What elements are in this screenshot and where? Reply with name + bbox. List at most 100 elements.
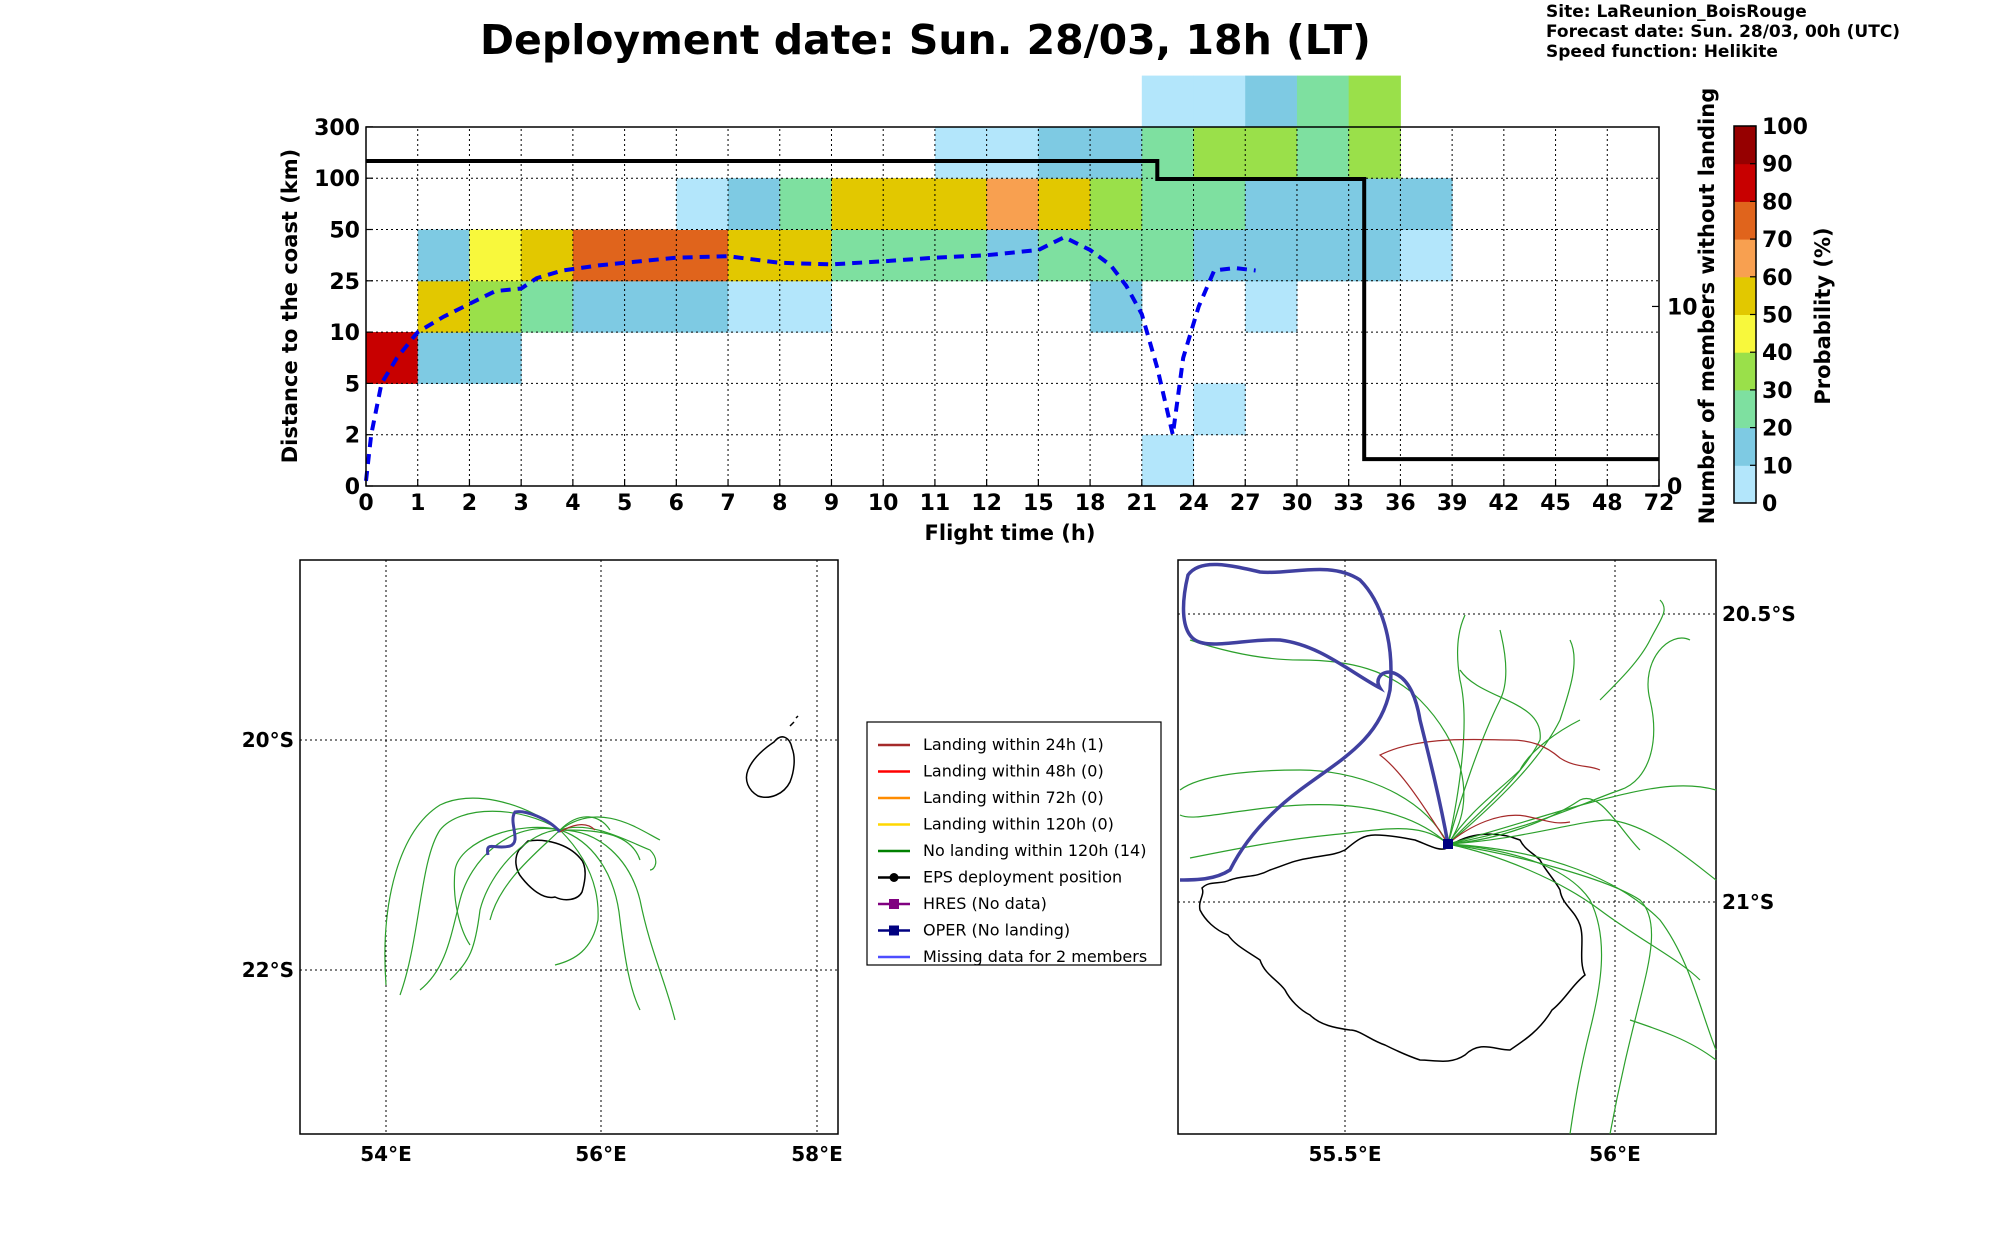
heatmap-cell xyxy=(986,126,1039,179)
y-tick-label: 50 xyxy=(329,219,360,244)
colorbar-tick-label: 20 xyxy=(1762,417,1793,442)
reunion-coastline-zoom xyxy=(1198,833,1586,1062)
x-tick-label: 3 xyxy=(514,491,529,516)
colorbar-tick-label: 40 xyxy=(1762,341,1793,366)
forecast-date-text: Forecast date: Sun. 28/03, 00h (UTC) xyxy=(1546,22,1901,42)
legend-label: Landing within 72h (0) xyxy=(923,788,1104,807)
heatmap-cell xyxy=(417,332,470,384)
map-overview-landing-track xyxy=(559,824,596,833)
heatmap-cell xyxy=(883,229,936,282)
legend-items: Landing within 24h (1) Landing within 48h… xyxy=(878,735,1147,966)
forecast-info: Site: LaReunion_BoisRouge Forecast date:… xyxy=(1546,2,1900,62)
colorbar-segment xyxy=(1734,276,1756,315)
map-overview-lon-tick: 58°E xyxy=(791,1142,843,1166)
colorbar-segment xyxy=(1734,201,1756,240)
map-overview-lat-tick: 20°S xyxy=(242,728,294,752)
x-tick-label: 10 xyxy=(868,491,899,516)
heatmap-cell xyxy=(1090,280,1143,333)
heatmap-cell xyxy=(831,229,884,282)
x-tick-label: 27 xyxy=(1230,491,1261,516)
heatmap-cell xyxy=(1400,178,1453,230)
x-tick-label: 36 xyxy=(1385,491,1416,516)
heatmap-cell xyxy=(1141,126,1195,179)
colorbar-tick-label: 30 xyxy=(1762,379,1793,404)
legend: Landing within 24h (1) Landing within 48h… xyxy=(866,721,1162,966)
heatmap-cell xyxy=(1296,178,1350,230)
heatmap-y2-ticks: 0 10 xyxy=(1652,295,1698,500)
colorbar-segment xyxy=(1734,314,1756,353)
map-zoom-lon-tick: 55.5°E xyxy=(1308,1142,1381,1166)
heatmap-cell xyxy=(1245,178,1298,230)
colorbar-segment xyxy=(1734,427,1756,466)
map-overview-frame xyxy=(299,559,839,1135)
x-tick-label: 21 xyxy=(1126,491,1157,516)
x-axis-label: Flight time (h) xyxy=(925,521,1096,545)
heatmap-cell xyxy=(1193,75,1246,128)
legend-marker xyxy=(889,873,899,882)
heatmap-cell xyxy=(572,280,626,333)
oper-deployment-marker xyxy=(1443,839,1453,849)
y-tick-label: 2 xyxy=(345,424,360,449)
map-zoom-oper-track xyxy=(1179,562,1450,882)
heatmap-cell xyxy=(1348,126,1401,179)
heatmap-cell xyxy=(521,280,574,333)
heatmap-cell xyxy=(469,280,522,333)
y2-axis-label: Number of members without landing xyxy=(1695,88,1719,525)
colorbar-tick-label: 70 xyxy=(1762,228,1793,253)
heatmap-cell xyxy=(417,229,470,282)
colorbar-tick-label: 50 xyxy=(1762,304,1793,329)
x-tick-label: 9 xyxy=(824,491,839,516)
legend-label: EPS deployment position xyxy=(923,868,1122,887)
map-overview-graticule xyxy=(300,560,838,1134)
colorbar-segment xyxy=(1734,389,1756,429)
colorbar-tick-label: 0 xyxy=(1762,492,1777,517)
colorbar-tick-label: 60 xyxy=(1762,266,1793,291)
heatmap-cell xyxy=(1193,126,1246,179)
heatmap-cell xyxy=(934,178,988,230)
heatmap-cell xyxy=(1400,229,1453,282)
map-zoom-graticule xyxy=(1178,560,1716,1134)
heatmap-cell xyxy=(1193,229,1246,282)
heatmap-cell xyxy=(779,280,832,333)
heatmap-cell xyxy=(1245,280,1298,333)
y-tick-label: 300 xyxy=(314,116,360,141)
x-tick-label: 12 xyxy=(971,491,1002,516)
heatmap-cell xyxy=(624,280,677,333)
x-tick-label: 33 xyxy=(1333,491,1364,516)
colorbar-segment xyxy=(1734,352,1756,391)
heatmap-panel: 0 1 2 3 4 5 6 7 8 9 10 11 12 15 18 21 24 27 30 33 36 39 42 45 48… xyxy=(278,75,1719,545)
heatmap-cell xyxy=(1090,126,1143,179)
map-overview-tracks xyxy=(384,797,676,1021)
heatmap-cell xyxy=(1348,178,1401,230)
heatmap-cell xyxy=(986,178,1039,230)
heatmap-cells xyxy=(366,75,1453,487)
heatmap-cell xyxy=(1296,75,1350,128)
heatmap-cell xyxy=(366,332,419,384)
colorbar-segment xyxy=(1734,465,1756,504)
heatmap-cell xyxy=(676,280,729,333)
heatmap-cell xyxy=(1038,178,1091,230)
heatmap-lines xyxy=(364,159,1659,482)
colorbar-tick-label: 10 xyxy=(1762,454,1793,479)
colorbar-tick-label: 100 xyxy=(1762,115,1808,140)
map-zoom-lat-tick: 21°S xyxy=(1722,890,1774,914)
x-tick-label: 7 xyxy=(720,491,735,516)
speed-function-text: Speed function: Helikite xyxy=(1546,42,1778,62)
y-axis-label: Distance to the coast (km) xyxy=(278,149,302,464)
heatmap-cell xyxy=(1245,75,1298,128)
map-zoom-landing-track xyxy=(1378,738,1601,845)
site-text: Site: LaReunion_BoisRouge xyxy=(1546,2,1807,22)
legend-marker xyxy=(889,925,899,936)
heatmap-cell xyxy=(676,178,729,230)
x-tick-label: 4 xyxy=(565,491,580,516)
map-zoom: 55.5°E 56°E 20.5°S 21°S xyxy=(1177,559,1796,1166)
y-tick-label: 5 xyxy=(345,372,360,397)
x-tick-label: 39 xyxy=(1437,491,1468,516)
heatmap-cell xyxy=(1296,229,1350,282)
x-tick-label: 15 xyxy=(1023,491,1054,516)
x-tick-label: 24 xyxy=(1178,491,1209,516)
heatmap-grid xyxy=(366,126,1659,486)
colorbar-segment xyxy=(1734,126,1756,165)
map-overview-lon-tick: 54°E xyxy=(360,1142,412,1166)
y-tick-label: 100 xyxy=(314,167,360,192)
